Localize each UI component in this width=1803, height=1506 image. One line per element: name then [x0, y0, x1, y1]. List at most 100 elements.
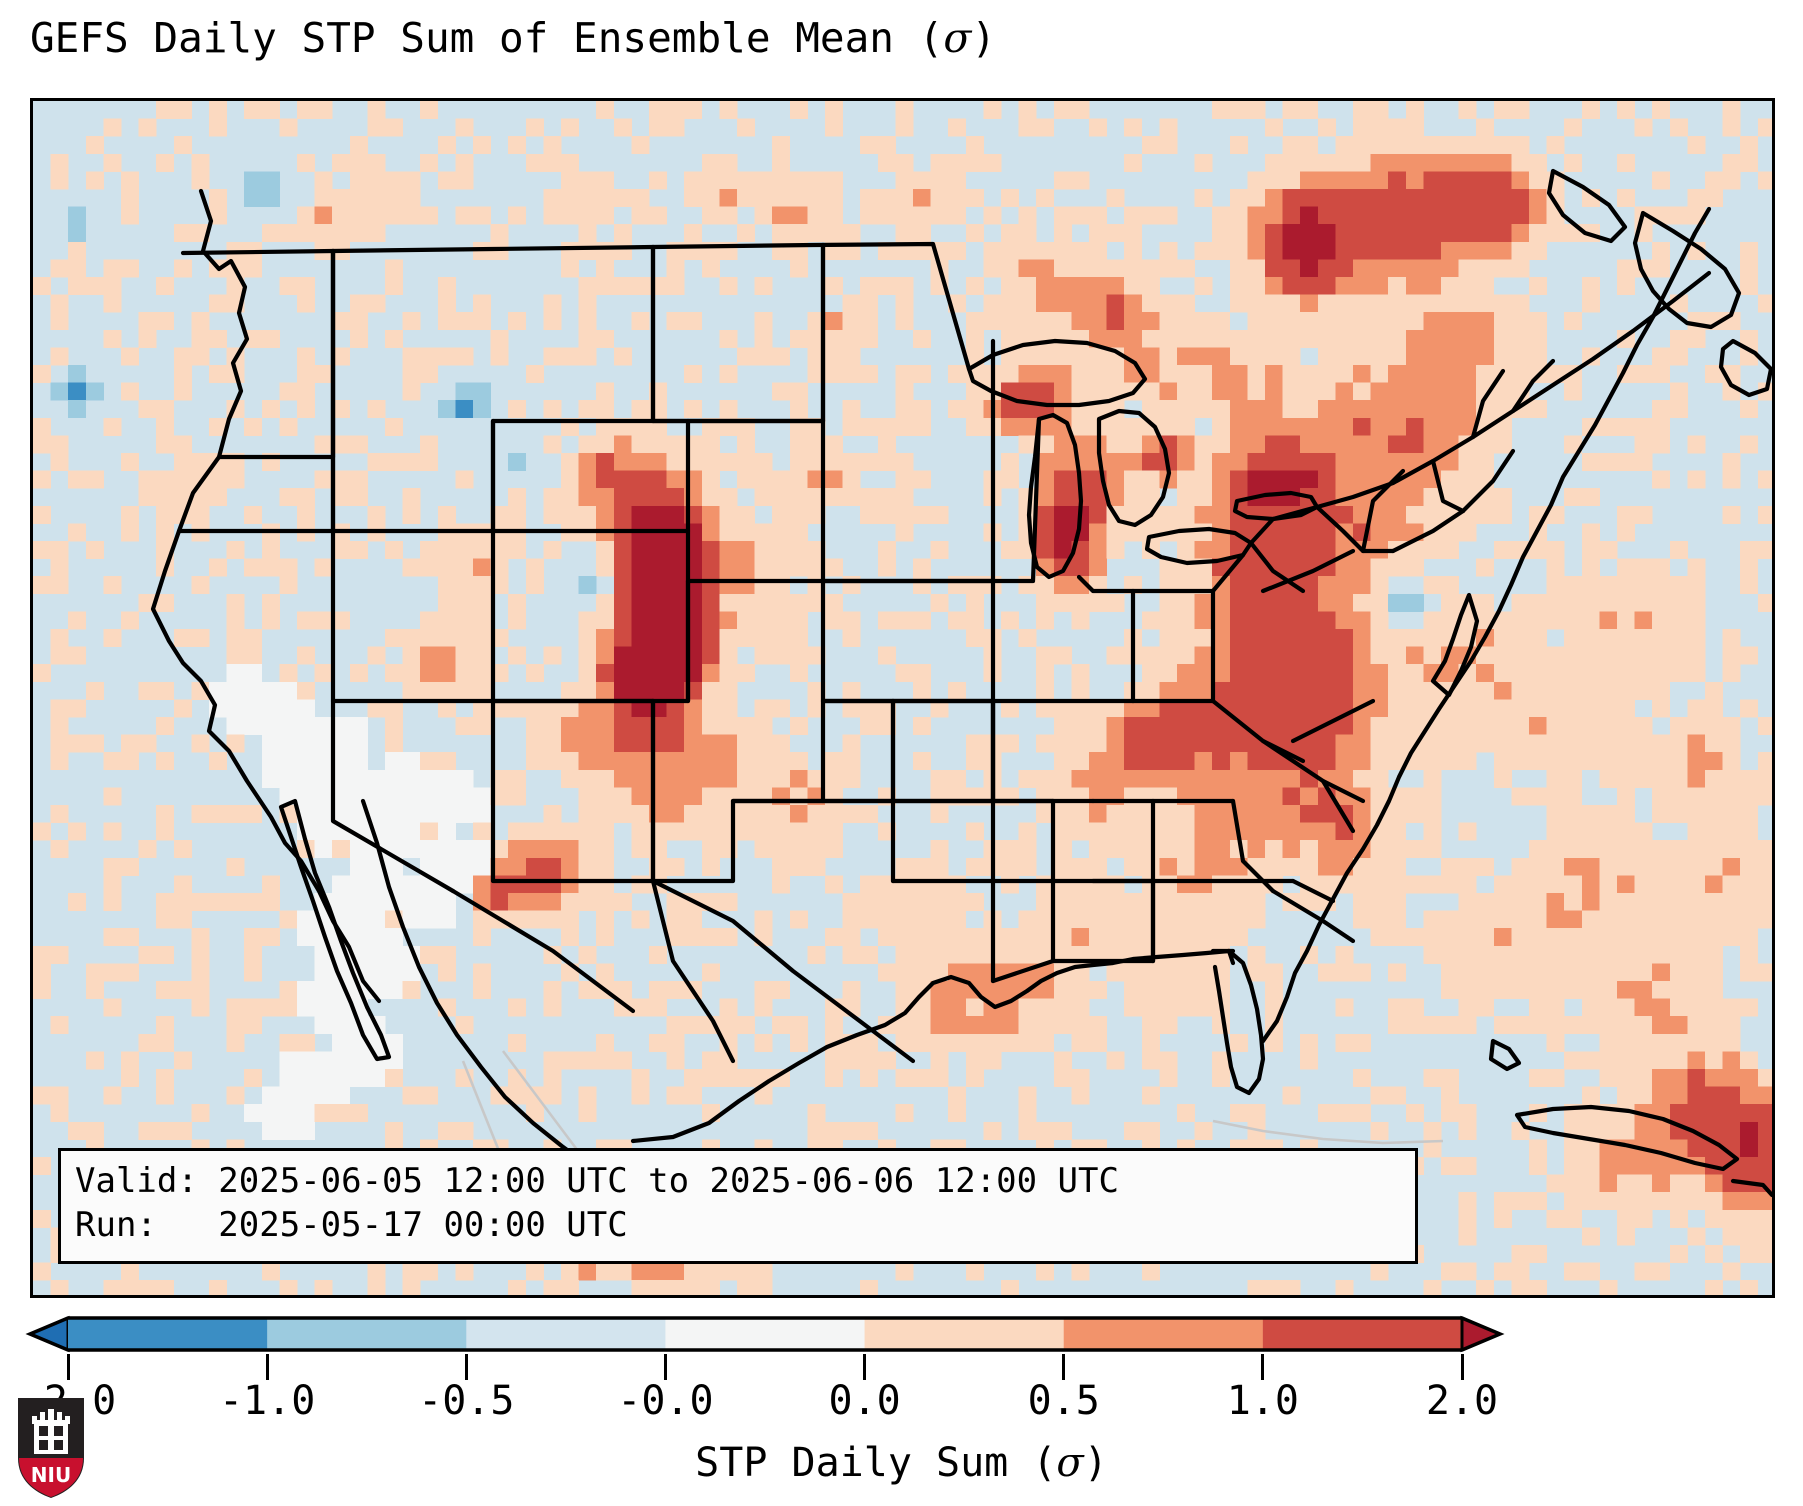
- heatmap-cell: [1546, 1174, 1565, 1193]
- heatmap-cell: [1089, 294, 1107, 313]
- heatmap-cell: [877, 488, 896, 507]
- heatmap-cell: [649, 488, 667, 507]
- heatmap-cell: [314, 1051, 333, 1070]
- heatmap-cell: [613, 611, 632, 630]
- heatmap-cell: [578, 206, 597, 225]
- heatmap-cell: [860, 1033, 879, 1052]
- heatmap-cell: [1335, 224, 1354, 243]
- heatmap-cell: [1141, 769, 1160, 788]
- heatmap-cell: [1282, 681, 1301, 700]
- heatmap-cell: [1581, 541, 1600, 559]
- heatmap-cell: [473, 312, 491, 331]
- heatmap-cell: [789, 1016, 808, 1035]
- heatmap-cell: [1353, 453, 1371, 471]
- heatmap-cell: [508, 593, 527, 612]
- heatmap-cell: [1599, 1157, 1618, 1175]
- heatmap-cell: [983, 294, 1002, 313]
- heatmap-cell: [455, 787, 474, 806]
- heatmap-cell: [1546, 576, 1565, 595]
- heatmap-cell: [1423, 611, 1442, 630]
- heatmap-cell: [1071, 664, 1090, 683]
- heatmap-cell: [437, 945, 456, 964]
- heatmap-cell: [701, 646, 720, 665]
- heatmap-cell: [1212, 435, 1231, 454]
- heatmap-cell: [1212, 347, 1231, 366]
- heatmap-cell: [1458, 681, 1477, 700]
- heatmap-cell: [1177, 840, 1195, 859]
- heatmap-cell: [1617, 1227, 1635, 1246]
- heatmap-cell: [385, 963, 403, 982]
- heatmap-cell: [1529, 593, 1547, 612]
- heatmap-cell: [1617, 629, 1635, 647]
- heatmap-cell: [1511, 153, 1530, 172]
- heatmap-cell: [191, 153, 210, 172]
- heatmap-cell: [1001, 241, 1019, 260]
- heatmap-cell: [772, 1069, 791, 1087]
- heatmap-cell: [1423, 347, 1442, 366]
- heatmap-cell: [332, 312, 351, 331]
- heatmap-cell: [895, 206, 914, 225]
- heatmap-cell: [1634, 611, 1653, 630]
- heatmap-cell: [1036, 294, 1055, 313]
- heatmap-cell: [1458, 259, 1477, 278]
- heatmap-cell: [948, 365, 967, 383]
- heatmap-cell: [578, 717, 597, 735]
- heatmap-cell: [1141, 453, 1160, 471]
- heatmap-cell: [349, 875, 368, 894]
- heatmap-cell: [490, 347, 509, 366]
- heatmap-cell: [578, 1104, 597, 1123]
- heatmap-cell: [1247, 435, 1266, 454]
- heatmap-cell: [1634, 1262, 1653, 1281]
- heatmap-cell: [1652, 769, 1671, 788]
- heatmap-cell: [173, 1051, 192, 1070]
- heatmap-cell: [930, 171, 949, 190]
- heatmap-cell: [1106, 224, 1125, 243]
- heatmap-cell: [1282, 664, 1301, 683]
- heatmap-cell: [103, 118, 122, 137]
- heatmap-cell: [1124, 224, 1143, 243]
- heatmap-cell: [1581, 910, 1600, 929]
- heatmap-cell: [1652, 1086, 1671, 1105]
- heatmap-cell: [842, 734, 861, 753]
- heatmap-cell: [543, 206, 562, 225]
- heatmap-cell: [1423, 171, 1442, 190]
- heatmap-cell: [1300, 294, 1319, 313]
- heatmap-cell: [1282, 259, 1301, 278]
- heatmap-cell: [1617, 875, 1635, 894]
- heatmap-cell: [913, 417, 931, 436]
- heatmap-cell: [1705, 787, 1723, 806]
- heatmap-cell: [613, 576, 632, 595]
- heatmap-cell: [367, 893, 386, 911]
- heatmap-cell: [1529, 664, 1547, 683]
- heatmap-cell: [508, 787, 527, 806]
- heatmap-cell: [772, 505, 791, 524]
- heatmap-cell: [1282, 241, 1301, 260]
- heatmap-cell: [1001, 857, 1019, 876]
- heatmap-cell: [1634, 118, 1653, 137]
- heatmap-cell: [789, 910, 808, 929]
- heatmap-cell: [156, 435, 175, 454]
- heatmap-cell: [226, 629, 245, 647]
- heatmap-cell: [332, 1086, 351, 1105]
- heatmap-cell: [1141, 840, 1160, 859]
- heatmap-cell: [138, 840, 157, 859]
- heatmap-cell: [1036, 1016, 1055, 1035]
- heatmap-cell: [1370, 576, 1389, 595]
- heatmap-cell: [1511, 945, 1530, 964]
- heatmap-cell: [1247, 699, 1266, 718]
- heatmap-cell: [561, 453, 579, 471]
- heatmap-cell: [1036, 646, 1055, 665]
- heatmap-cell: [1476, 963, 1495, 982]
- heatmap-cell: [1529, 329, 1547, 348]
- heatmap-cell: [1441, 1104, 1459, 1123]
- heatmap-cell: [825, 365, 843, 383]
- heatmap-cell: [1370, 558, 1389, 577]
- border-line: [1718, 338, 1772, 398]
- heatmap-cell: [543, 1086, 562, 1105]
- heatmap-cell: [1564, 681, 1583, 700]
- heatmap-cell: [842, 805, 861, 823]
- heatmap-cell: [1282, 646, 1301, 665]
- heatmap-cell: [1001, 840, 1019, 859]
- heatmap-cell: [385, 717, 403, 735]
- heatmap-cell: [244, 998, 263, 1017]
